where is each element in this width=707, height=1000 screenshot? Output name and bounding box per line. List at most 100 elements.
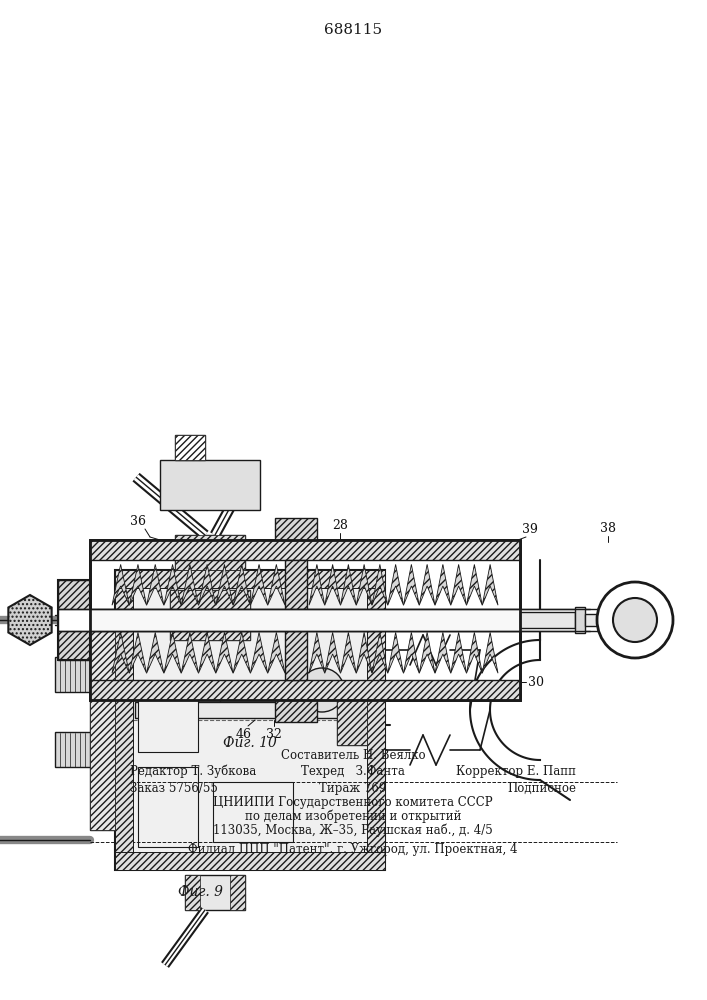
Polygon shape bbox=[112, 564, 129, 605]
Bar bbox=[300, 680, 344, 700]
Text: Тираж 769: Тираж 769 bbox=[320, 782, 387, 795]
Polygon shape bbox=[233, 632, 250, 673]
Text: Фиг. 9: Фиг. 9 bbox=[177, 885, 223, 899]
Text: 113035, Москва, Ж–35, Раушская наб., д. 4/5: 113035, Москва, Ж–35, Раушская наб., д. … bbox=[213, 824, 493, 837]
Bar bbox=[520, 612, 575, 628]
Polygon shape bbox=[404, 632, 419, 673]
Bar bbox=[275, 700, 317, 722]
Bar bbox=[175, 558, 245, 570]
Bar bbox=[175, 435, 205, 460]
Text: 37: 37 bbox=[64, 605, 80, 618]
Text: по делам изобретений и открытий: по делам изобретений и открытий bbox=[245, 810, 461, 823]
Text: Филиал ППП "Патент". г. Ужгород, ул. Проектная, 4: Филиал ППП "Патент". г. Ужгород, ул. Про… bbox=[188, 843, 518, 856]
Bar bbox=[175, 535, 245, 547]
Polygon shape bbox=[129, 564, 146, 605]
Text: 46: 46 bbox=[236, 728, 252, 741]
Text: Заказ 5756/55: Заказ 5756/55 bbox=[130, 782, 218, 795]
Bar bbox=[170, 590, 250, 640]
Bar bbox=[58, 609, 600, 631]
Bar bbox=[58, 580, 90, 660]
Polygon shape bbox=[199, 564, 216, 605]
Bar bbox=[337, 685, 367, 745]
Bar bbox=[90, 680, 520, 700]
Polygon shape bbox=[325, 564, 341, 605]
Polygon shape bbox=[8, 595, 52, 645]
Polygon shape bbox=[181, 632, 199, 673]
Polygon shape bbox=[404, 564, 419, 605]
Polygon shape bbox=[372, 564, 387, 605]
Bar bbox=[175, 435, 205, 460]
Polygon shape bbox=[467, 632, 482, 673]
Bar bbox=[170, 590, 250, 640]
Polygon shape bbox=[112, 632, 129, 673]
Polygon shape bbox=[250, 564, 268, 605]
Bar bbox=[90, 540, 520, 700]
Polygon shape bbox=[435, 632, 451, 673]
Bar bbox=[185, 875, 245, 910]
Polygon shape bbox=[164, 632, 181, 673]
Polygon shape bbox=[268, 632, 285, 673]
Text: 28: 28 bbox=[332, 519, 348, 532]
Circle shape bbox=[300, 668, 344, 712]
Text: Подписное: Подписное bbox=[507, 782, 576, 795]
Bar bbox=[220, 685, 300, 715]
Bar bbox=[138, 682, 198, 752]
Bar bbox=[185, 875, 200, 910]
Bar bbox=[337, 685, 367, 745]
Polygon shape bbox=[419, 564, 435, 605]
Bar bbox=[90, 610, 115, 830]
Bar bbox=[160, 460, 260, 510]
Bar bbox=[138, 767, 198, 847]
Polygon shape bbox=[341, 632, 356, 673]
Polygon shape bbox=[325, 632, 341, 673]
Text: 38: 38 bbox=[600, 522, 616, 535]
Circle shape bbox=[613, 598, 657, 642]
Polygon shape bbox=[268, 564, 285, 605]
Bar bbox=[55, 732, 90, 767]
Polygon shape bbox=[341, 564, 356, 605]
Polygon shape bbox=[372, 632, 387, 673]
Bar bbox=[58, 580, 90, 660]
Polygon shape bbox=[356, 564, 372, 605]
Polygon shape bbox=[387, 564, 404, 605]
Circle shape bbox=[597, 582, 673, 658]
Polygon shape bbox=[181, 564, 199, 605]
Text: Составитель Н. Веялко: Составитель Н. Веялко bbox=[281, 749, 426, 762]
Polygon shape bbox=[146, 564, 164, 605]
Bar bbox=[230, 875, 245, 910]
Polygon shape bbox=[233, 564, 250, 605]
Bar bbox=[55, 657, 90, 692]
Bar bbox=[285, 560, 307, 680]
Bar bbox=[90, 540, 520, 700]
Text: 36: 36 bbox=[130, 515, 146, 528]
Polygon shape bbox=[356, 632, 372, 673]
Polygon shape bbox=[435, 564, 451, 605]
Polygon shape bbox=[146, 632, 164, 673]
Text: Корректор Е. Папп: Корректор Е. Папп bbox=[456, 765, 576, 778]
Text: ЦНИИПИ Государственного комитета СССР: ЦНИИПИ Государственного комитета СССР bbox=[214, 796, 493, 809]
Bar bbox=[367, 570, 385, 870]
Text: Редактор Т. Зубкова: Редактор Т. Зубкова bbox=[130, 764, 256, 778]
Bar bbox=[115, 570, 133, 870]
Polygon shape bbox=[467, 564, 482, 605]
Polygon shape bbox=[129, 632, 146, 673]
Polygon shape bbox=[199, 632, 216, 673]
Bar bbox=[90, 540, 520, 560]
Polygon shape bbox=[482, 564, 498, 605]
Bar bbox=[115, 570, 385, 870]
Bar bbox=[175, 535, 245, 570]
Text: Фиг. 10: Фиг. 10 bbox=[223, 736, 277, 750]
Bar bbox=[135, 702, 365, 718]
Polygon shape bbox=[216, 632, 233, 673]
Polygon shape bbox=[419, 632, 435, 673]
Bar bbox=[90, 610, 115, 830]
Bar bbox=[585, 614, 610, 626]
Polygon shape bbox=[164, 564, 181, 605]
Text: 688115: 688115 bbox=[324, 23, 382, 37]
Polygon shape bbox=[216, 564, 233, 605]
Bar bbox=[275, 518, 317, 540]
Bar bbox=[115, 570, 385, 588]
Text: 39: 39 bbox=[522, 523, 538, 536]
Polygon shape bbox=[451, 632, 467, 673]
Text: 32: 32 bbox=[266, 728, 282, 741]
